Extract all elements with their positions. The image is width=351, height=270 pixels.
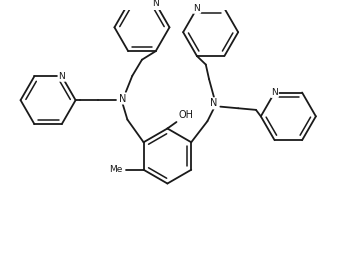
Text: N: N xyxy=(193,4,200,13)
Text: N: N xyxy=(271,88,278,97)
Text: N: N xyxy=(59,72,65,81)
Text: Me: Me xyxy=(109,165,122,174)
Text: OH: OH xyxy=(179,110,194,120)
Text: N: N xyxy=(119,93,126,104)
Text: N: N xyxy=(210,98,218,109)
Text: N: N xyxy=(152,0,159,8)
